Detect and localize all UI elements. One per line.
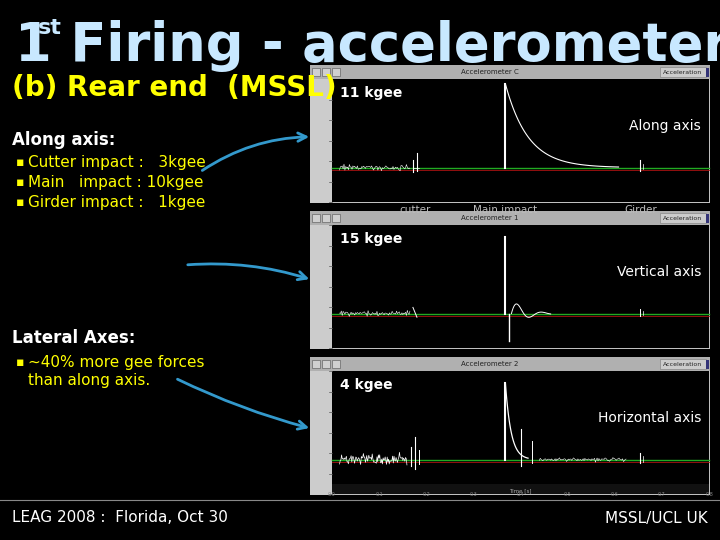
Text: Accelerometer 2: Accelerometer 2 xyxy=(462,361,518,367)
Text: 0.6: 0.6 xyxy=(611,492,618,497)
Text: 4 kgee: 4 kgee xyxy=(340,378,392,392)
Text: Acceleration: Acceleration xyxy=(663,215,703,220)
Bar xyxy=(332,371,709,494)
Text: ▪: ▪ xyxy=(16,176,24,188)
Bar xyxy=(660,359,706,369)
Text: Time [s]: Time [s] xyxy=(509,489,532,494)
Bar xyxy=(310,65,710,203)
Bar xyxy=(332,214,340,222)
Bar xyxy=(332,68,340,76)
Bar xyxy=(332,79,709,202)
Text: ~40% more gee forces: ~40% more gee forces xyxy=(28,354,204,369)
Bar xyxy=(312,68,320,76)
Bar xyxy=(310,79,332,203)
Bar xyxy=(706,214,709,223)
Text: Girder impact :   1kgee: Girder impact : 1kgee xyxy=(28,194,205,210)
Bar xyxy=(310,357,710,371)
Text: 0.2: 0.2 xyxy=(423,492,430,497)
Text: Firing - accelerometer data: Firing - accelerometer data xyxy=(52,20,720,72)
Text: Accelerometer C: Accelerometer C xyxy=(461,69,519,75)
Text: st: st xyxy=(38,18,62,38)
Text: Lateral Axes:: Lateral Axes: xyxy=(12,329,135,347)
Bar xyxy=(332,484,709,494)
Bar xyxy=(310,65,710,79)
Text: 11 kgee: 11 kgee xyxy=(340,86,402,100)
Text: 0.8: 0.8 xyxy=(705,492,713,497)
Text: ▪: ▪ xyxy=(16,195,24,208)
Text: MSSL/UCL UK: MSSL/UCL UK xyxy=(606,510,708,525)
Text: Along axis:: Along axis: xyxy=(12,131,115,149)
Text: 0.5: 0.5 xyxy=(564,492,572,497)
Text: than along axis.: than along axis. xyxy=(28,373,150,388)
Bar xyxy=(332,360,340,368)
Text: cutter: cutter xyxy=(400,205,431,215)
Text: Accelerometer 1: Accelerometer 1 xyxy=(462,215,518,221)
Bar xyxy=(322,360,330,368)
Text: 0.1: 0.1 xyxy=(375,492,383,497)
Text: 1: 1 xyxy=(15,20,52,72)
Text: 15 kgee: 15 kgee xyxy=(340,232,402,246)
Bar xyxy=(706,68,709,77)
Bar xyxy=(332,225,709,348)
Text: (b) Rear end  (MSSL): (b) Rear end (MSSL) xyxy=(12,74,337,102)
Text: 0.0: 0.0 xyxy=(328,492,336,497)
Text: 0.7: 0.7 xyxy=(658,492,666,497)
Bar xyxy=(310,357,710,495)
Text: ▪: ▪ xyxy=(16,156,24,168)
Text: Acceleration: Acceleration xyxy=(663,70,703,75)
Bar xyxy=(310,211,710,349)
Bar xyxy=(310,371,332,495)
Bar xyxy=(660,213,706,223)
Bar xyxy=(322,214,330,222)
Bar xyxy=(312,214,320,222)
Text: Horizontal axis: Horizontal axis xyxy=(598,411,701,425)
Bar xyxy=(322,68,330,76)
Text: 0.3: 0.3 xyxy=(469,492,477,497)
Text: LEAG 2008 :  Florida, Oct 30: LEAG 2008 : Florida, Oct 30 xyxy=(12,510,228,525)
Text: Vertical axis: Vertical axis xyxy=(616,265,701,279)
Text: Main impact: Main impact xyxy=(473,205,538,215)
Text: Girder: Girder xyxy=(625,205,657,215)
Text: Acceleration: Acceleration xyxy=(663,361,703,367)
Bar xyxy=(312,360,320,368)
Text: Main   impact : 10kgee: Main impact : 10kgee xyxy=(28,174,204,190)
Text: Cutter impact :   3kgee: Cutter impact : 3kgee xyxy=(28,154,206,170)
Bar xyxy=(310,211,710,225)
Text: ▪: ▪ xyxy=(16,355,24,368)
Bar xyxy=(660,67,706,77)
Bar xyxy=(706,360,709,369)
Text: 0.4: 0.4 xyxy=(517,492,524,497)
Text: Along axis: Along axis xyxy=(629,119,701,133)
Bar xyxy=(310,225,332,349)
